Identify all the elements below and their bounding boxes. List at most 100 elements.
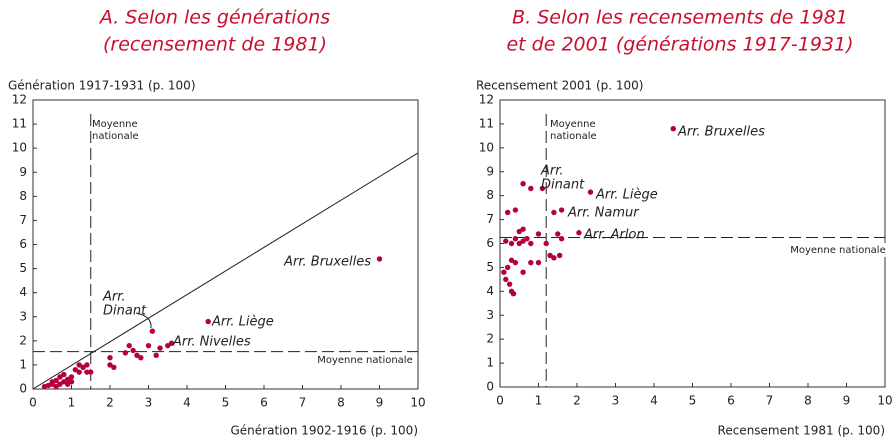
point [126,342,132,349]
point [84,362,90,368]
y-tick-label: 6 [19,237,27,251]
x-tick-label: 8 [337,396,345,410]
annotation: Moyenne nationale [317,355,413,366]
point [505,264,511,271]
x-tick-label: 9 [843,394,851,408]
point [505,209,511,216]
point [111,364,117,371]
point [503,276,509,283]
y-axis-label: Génération 1917-1931 (p. 100) [8,79,196,93]
y-tick-label: 0 [486,380,494,394]
point [64,381,71,387]
point [551,255,557,261]
x-tick-label: 4 [650,394,658,408]
y-tick-label: 10 [479,140,494,154]
x-tick-label: 3 [612,394,620,408]
x-tick-label: 1 [68,396,76,410]
y-tick-label: 10 [12,141,27,155]
point [512,259,519,266]
annotation: nationale [550,131,597,142]
y-tick-label: 5 [486,260,494,274]
x-tick-label: 8 [804,394,812,408]
point [510,291,517,297]
point [508,240,515,247]
x-tick-label: 10 [877,394,892,408]
point [168,340,175,346]
y-tick-label: 8 [19,189,27,203]
annotation: Arr. Bruxelles [677,125,765,140]
x-tick-label: 7 [766,394,774,408]
point [88,369,94,375]
point [516,240,522,247]
point [68,374,75,380]
y-tick-label: 4 [486,284,494,298]
annotation: Arr. Arlon [583,228,645,243]
point [53,383,59,390]
point [76,369,82,375]
x-tick-label: 2 [106,396,114,410]
point [558,207,565,213]
x-tick-label: 2 [573,394,581,408]
point [205,318,211,325]
point [547,252,553,259]
point [376,256,383,262]
x-tick-label: 6 [727,394,735,408]
y-axis-label: Recensement 2001 (p. 100) [476,79,643,93]
diagonal-line [32,152,419,390]
point [138,354,144,361]
annotation: Dinant [103,304,147,319]
annotation: Arr. Liège [595,188,658,203]
point [520,226,526,232]
point [53,377,59,384]
annotation: Arr. [102,290,126,305]
y-tick-label: 5 [19,261,27,275]
x-tick-label: 6 [260,396,268,410]
point [551,209,557,216]
leader-line [135,312,152,329]
annotation: Moyenne [92,119,138,130]
point [76,362,82,368]
annotation: Arr. Namur [567,206,640,221]
point [512,207,519,213]
point [524,236,530,242]
point [587,189,594,195]
point [528,259,534,266]
x-tick-label: 5 [222,396,230,410]
label-box [790,243,886,257]
point [506,281,513,287]
y-tick-label: 12 [12,93,27,107]
y-tick-label: 3 [486,308,494,322]
point [157,345,163,351]
x-tick-label: 5 [689,394,697,408]
x-tick-label: 3 [145,396,153,410]
y-tick-label: 12 [479,93,494,107]
y-tick-label: 9 [486,164,494,178]
y-tick-label: 1 [19,357,27,371]
point [670,126,676,132]
point [520,238,526,244]
annotation: Dinant [541,178,585,193]
x-tick-label: 0 [496,394,504,408]
point [61,371,67,378]
point [503,238,509,244]
point [130,347,136,354]
point [555,231,561,237]
chart-title: A. Selon les générations [98,7,330,29]
point [539,185,546,192]
y-tick-label: 6 [486,236,494,250]
point [501,269,507,275]
x-tick-label: 0 [29,396,37,410]
point [84,369,90,375]
point [165,342,171,349]
label-box [317,353,413,367]
point [508,257,515,263]
y-tick-label: 9 [19,165,27,179]
chart-title: et de 2001 (générations 1917-1931) [506,34,853,56]
point [149,328,156,334]
point [72,367,79,373]
point [134,352,140,358]
y-tick-label: 11 [479,116,494,130]
point [516,228,522,235]
y-tick-label: 1 [486,356,494,370]
y-tick-label: 2 [486,332,494,346]
